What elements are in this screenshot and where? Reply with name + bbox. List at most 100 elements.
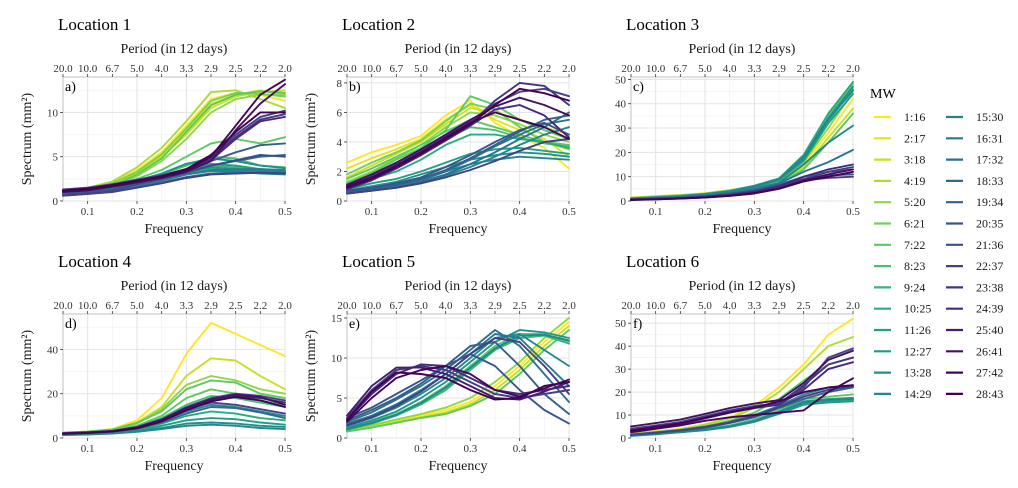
y-tick-label: 10	[615, 410, 627, 422]
y-tick-label: 10	[331, 353, 343, 365]
legend-label: 28:43	[976, 387, 1003, 401]
top-tick-label: 6.7	[389, 300, 403, 312]
y-tick-label: 30	[615, 123, 627, 135]
legend-label: 9:24	[904, 280, 925, 294]
grid	[347, 314, 570, 439]
y-tick-label: 5	[337, 393, 343, 405]
top-axis-title: Period (in 12 days)	[689, 42, 796, 57]
y-tick-label: 15	[331, 313, 343, 325]
top-tick-label: 2.5	[229, 63, 243, 75]
legend-item: 17:32	[946, 153, 1003, 167]
legend-item: 18:33	[946, 174, 1003, 188]
y-tick-label: 0	[53, 196, 59, 208]
y-tick-label: 40	[47, 344, 59, 356]
series-line-purple-4	[630, 170, 854, 201]
top-tick-label: 2.2	[253, 63, 267, 75]
legend-label: 14:29	[904, 387, 931, 401]
top-tick-label: 20.0	[53, 300, 73, 312]
series-line-blue-3	[630, 385, 854, 436]
series-line-blue-5	[346, 353, 570, 425]
top-axis-title: Period (in 12 days)	[121, 42, 228, 57]
top-tick-label: 3.3	[747, 300, 761, 312]
legend-item: 26:41	[946, 344, 1003, 358]
y-tick-label: 8	[337, 78, 343, 90]
y-tick-label: 50	[615, 74, 627, 86]
legend-item: 22:37	[946, 259, 1003, 273]
x-tick-label: 0.1	[81, 443, 95, 455]
legend-label: 23:38	[976, 280, 1003, 294]
top-tick-label: 4.0	[723, 300, 737, 312]
x-tick-label: 0.5	[846, 206, 860, 218]
top-tick-label: 4.0	[439, 300, 453, 312]
x-tick-label: 0.3	[747, 206, 761, 218]
top-tick-label: 4.0	[155, 63, 169, 75]
x-tick-label: 0.5	[278, 206, 292, 218]
top-tick-label: 2.5	[797, 63, 811, 75]
top-tick-label: 5.0	[130, 63, 144, 75]
x-tick-label: 0.2	[130, 443, 144, 455]
x-tick-label: 0.4	[797, 443, 811, 455]
series-line-green-4	[346, 146, 570, 191]
series-line-purple-4	[346, 96, 570, 186]
x-tick-label: 0.2	[130, 206, 144, 218]
top-tick-label: 2.0	[278, 63, 292, 75]
series-line-purple-5	[346, 371, 570, 421]
x-tick-label: 0.2	[698, 206, 712, 218]
x-axis-title: Frequency	[712, 459, 771, 474]
legend-label: 16:31	[976, 131, 1003, 145]
top-tick-label: 2.9	[772, 63, 786, 75]
panel-tag: c)	[633, 80, 644, 95]
top-tick-label: 10.0	[78, 300, 98, 312]
legend-item: 19:34	[946, 195, 1003, 209]
x-tick-label: 0.4	[229, 443, 243, 455]
top-tick-label: 2.5	[513, 63, 527, 75]
top-tick-label: 2.5	[797, 300, 811, 312]
y-tick-label: 0	[621, 433, 627, 445]
series-line-purple-6	[346, 87, 570, 189]
y-tick-label: 10	[47, 107, 59, 119]
legend-item: 16:31	[946, 131, 1003, 145]
top-tick-label: 2.2	[253, 300, 267, 312]
series-line-blue-4	[346, 341, 570, 422]
series-line-blue-6	[346, 138, 570, 195]
top-tick-label: 6.7	[105, 300, 119, 312]
series-line-green-1	[346, 118, 570, 180]
x-tick-label: 0.2	[698, 443, 712, 455]
series-line-purple-3	[346, 104, 570, 191]
grid	[631, 77, 854, 202]
y-tick-label: 40	[615, 99, 627, 111]
y-tick-label: 0	[53, 433, 59, 445]
top-tick-label: 20.0	[621, 300, 641, 312]
series-line-purple-5	[630, 377, 854, 434]
panel-title: Location 3	[626, 15, 699, 34]
top-tick-label: 2.0	[846, 63, 860, 75]
x-axis-title: Frequency	[428, 459, 487, 474]
x-tick-label: 0.4	[513, 443, 527, 455]
legend-item: 24:39	[946, 302, 1003, 316]
legend-item: 8:23	[874, 259, 925, 273]
top-tick-label: 2.5	[513, 300, 527, 312]
x-tick-label: 0.4	[797, 206, 811, 218]
legend-label: 17:32	[976, 153, 1003, 167]
series-line-blue-7	[62, 171, 286, 197]
series-line-green-6	[62, 423, 286, 437]
legend-item: 25:40	[946, 323, 1003, 337]
top-tick-label: 2.9	[772, 300, 786, 312]
legend-label: 10:25	[904, 302, 931, 316]
series-line-purple-4	[630, 349, 854, 428]
top-tick-label: 4.0	[155, 300, 169, 312]
y-tick-label: 20	[47, 389, 59, 401]
legend-label: 21:36	[976, 238, 1003, 252]
legend-label: 4:19	[904, 174, 925, 188]
top-tick-label: 2.2	[537, 63, 551, 75]
legend-label: 22:37	[976, 259, 1003, 273]
y-tick-label: 40	[615, 341, 627, 353]
series-lines	[62, 78, 286, 197]
x-tick-label: 0.5	[278, 443, 292, 455]
top-tick-label: 5.0	[130, 300, 144, 312]
top-tick-label: 3.3	[747, 63, 761, 75]
x-axis-title: Frequency	[428, 222, 487, 237]
legend-item: 11:26	[874, 323, 931, 337]
top-tick-label: 10.0	[362, 63, 382, 75]
y-axis-title: Spectrum (mm²)	[304, 92, 319, 185]
